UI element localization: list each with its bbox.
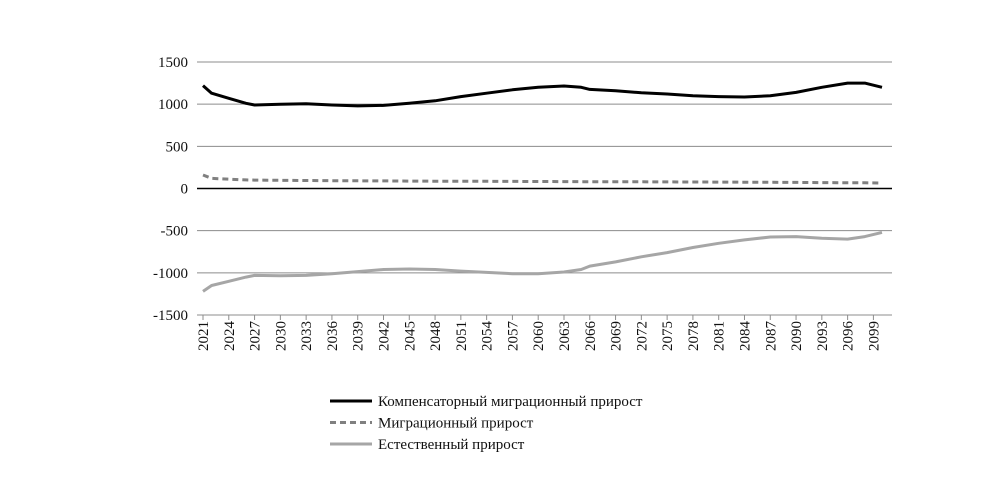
x-tick-label: 2051 bbox=[454, 321, 470, 351]
x-tick-label: 2075 bbox=[660, 321, 676, 351]
x-tick-label: 2084 bbox=[737, 321, 753, 352]
x-tick-label: 2096 bbox=[841, 321, 857, 352]
x-tick-label: 2033 bbox=[299, 321, 315, 351]
series-line bbox=[202, 230, 883, 293]
y-tick-label: -500 bbox=[161, 224, 189, 240]
x-tick-label: 2042 bbox=[376, 321, 392, 351]
y-tick-label: 500 bbox=[166, 139, 189, 155]
x-tick-label: 2090 bbox=[789, 321, 805, 351]
x-tick-label: 2060 bbox=[531, 321, 547, 351]
x-tick-label: 2048 bbox=[428, 321, 444, 351]
x-tick-label: 2039 bbox=[351, 321, 367, 351]
x-tick-label: 2069 bbox=[609, 321, 625, 351]
x-tick-label: 2099 bbox=[866, 321, 882, 351]
x-tick-label: 2021 bbox=[196, 321, 212, 351]
series-line bbox=[202, 81, 883, 108]
x-tick-label: 2030 bbox=[273, 321, 289, 351]
x-tick-label: 2078 bbox=[686, 321, 702, 351]
x-tick-label: 2063 bbox=[557, 321, 573, 351]
series-line bbox=[202, 173, 883, 185]
y-tick-label: -1000 bbox=[153, 266, 188, 282]
x-tick-label: 2024 bbox=[222, 321, 238, 352]
legend-label: Миграционный прирост bbox=[378, 416, 534, 432]
x-tick-label: 2036 bbox=[325, 321, 341, 352]
x-tick-label: 2066 bbox=[583, 321, 599, 352]
x-tick-label: 2087 bbox=[763, 321, 779, 352]
x-tick-label: 2081 bbox=[712, 321, 728, 351]
y-tick-label: 1500 bbox=[158, 55, 188, 71]
legend-label: Естественный прирост bbox=[378, 437, 525, 453]
x-tick-label: 2093 bbox=[815, 321, 831, 351]
x-tick-label: 2054 bbox=[480, 321, 496, 352]
x-tick-label: 2027 bbox=[248, 321, 264, 352]
x-tick-label: 2045 bbox=[402, 321, 418, 351]
y-tick-label: -1500 bbox=[153, 308, 188, 324]
legend-label: Компенсаторный миграционный прирост bbox=[378, 394, 643, 410]
x-tick-label: 2057 bbox=[505, 321, 521, 352]
y-tick-label: 1000 bbox=[158, 97, 188, 113]
x-tick-label: 2072 bbox=[634, 321, 650, 351]
y-tick-label: 0 bbox=[181, 182, 189, 198]
